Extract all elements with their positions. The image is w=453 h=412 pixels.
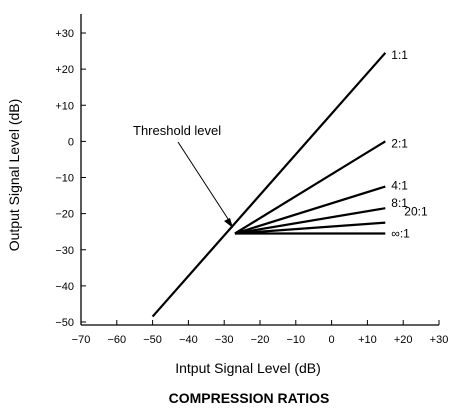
ratio-label-1-1: 1:1: [391, 48, 408, 62]
x-tick-label: −10: [286, 334, 305, 346]
chart-title: COMPRESSION RATIOS: [169, 390, 330, 406]
axes: [80, 14, 439, 326]
threshold-arrow-head: [224, 218, 233, 228]
x-tick-label: −50: [143, 334, 162, 346]
x-axis-label: Intput Signal Level (dB): [175, 360, 321, 376]
x-tick-label: +20: [394, 334, 413, 346]
y-tick-label: −40: [55, 281, 74, 293]
y-tick-label: −10: [55, 173, 74, 185]
x-tick-label: 0: [329, 334, 335, 346]
x-tick-label: +10: [358, 334, 377, 346]
ratio-label-8-1: 8:1: [391, 196, 408, 210]
ratio-line-20-1: [234, 221, 386, 235]
y-tick-label: +10: [55, 100, 74, 112]
ratio-line-8-1: [234, 207, 386, 235]
y-axis-ticks: +30 +20 +10 0 −10 −20 −30 −40 −50: [55, 28, 86, 329]
x-tick-label: −20: [251, 334, 270, 346]
y-tick-label: +30: [55, 28, 74, 40]
y-axis-label: Output Signal Level (dB): [6, 99, 22, 252]
ratio-line-1-1: [151, 52, 387, 318]
threshold-annotation: Threshold level: [133, 123, 221, 138]
x-tick-label: −40: [179, 334, 198, 346]
ratio-label-4-1: 4:1: [391, 179, 408, 193]
y-tick-label: +20: [55, 64, 74, 76]
y-tick-label: −30: [55, 245, 74, 257]
threshold-arrow-shaft: [177, 141, 231, 223]
ratio-label-2-1: 2:1: [391, 136, 408, 150]
y-tick-label: −50: [55, 317, 74, 329]
y-tick-label: 0: [68, 136, 74, 148]
x-tick-label: −30: [215, 334, 234, 346]
x-tick-label: +30: [430, 334, 449, 346]
ratio-lines: [151, 52, 387, 318]
y-tick-label: −20: [55, 209, 74, 221]
ratio-line-2-1: [234, 140, 386, 235]
ratio-label--1: ∞:1: [391, 226, 410, 240]
x-tick-label: −60: [107, 334, 126, 346]
ratio-labels: 1:1 2:1 4:1 8:120:1 ∞:1: [391, 48, 428, 241]
ratio-label-20-1: 20:1: [404, 205, 428, 219]
x-axis-ticks: −70 −60 −50 −40 −30 −20 −10 0 +10 +20 +30: [72, 320, 449, 346]
ratio-line-4-1: [234, 185, 386, 235]
x-tick-label: −70: [72, 334, 91, 346]
